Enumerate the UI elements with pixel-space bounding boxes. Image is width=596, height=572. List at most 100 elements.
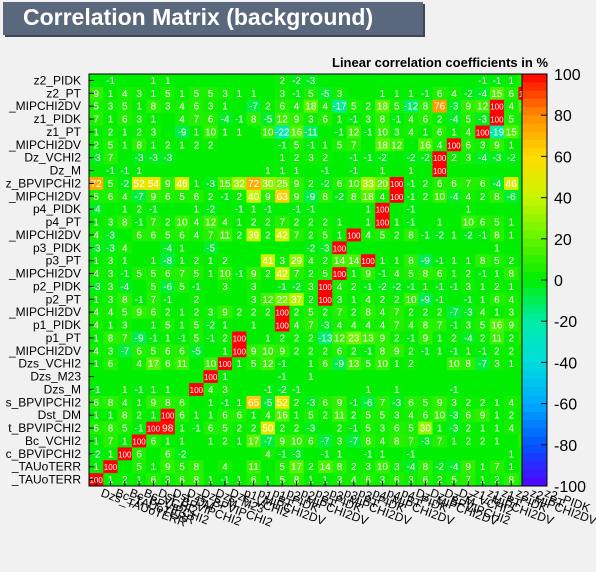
heatmap-cell [360, 370, 376, 384]
cell-value-label: 3 [451, 398, 457, 409]
cell-value-label: 3 [108, 346, 114, 357]
heatmap-cell [174, 434, 190, 448]
cell-value-label: 1 [136, 166, 142, 177]
heatmap-cell [375, 318, 390, 332]
cell-value-label: 100 [490, 103, 504, 112]
heatmap-cell [389, 215, 405, 229]
heatmap-cell [217, 344, 233, 358]
cell-value-label: 12 [262, 295, 274, 306]
cell-value-label: -2 [92, 449, 101, 460]
heatmap-cell [174, 177, 190, 191]
cell-value-label: 1 [93, 256, 99, 267]
heatmap-cell [318, 151, 333, 165]
cell-value-label: 100 [104, 463, 118, 472]
heatmap-cell [203, 151, 219, 165]
heatmap-cell [389, 189, 405, 204]
heatmap-cell [117, 357, 133, 371]
cell-value-label: 3 [337, 475, 343, 486]
heatmap-cell [289, 395, 304, 410]
cell-value-label: 100 [390, 180, 404, 189]
heatmap-cell [461, 357, 476, 371]
heatmap-cell [418, 383, 433, 397]
heatmap-cell [117, 138, 133, 152]
heatmap-cell [89, 434, 104, 448]
cell-value-label: 11 [492, 333, 503, 344]
cell-value-label: 3 [337, 89, 343, 100]
cell-value-label: 2 [466, 269, 472, 280]
cell-value-label: 2 [194, 140, 200, 151]
cell-value-label: -1 [278, 140, 287, 151]
heatmap-cell [346, 460, 362, 474]
heatmap-cell [346, 189, 362, 204]
heatmap-cell [217, 151, 233, 165]
cell-value-label: -9 [335, 359, 344, 370]
cell-value-label: 2 [380, 295, 386, 306]
cell-value-label: -1 [364, 282, 373, 293]
cell-value-label: 6 [423, 115, 429, 126]
colorbar-band [522, 222, 547, 231]
heatmap-cell [318, 86, 333, 101]
heatmap-cell [217, 318, 233, 332]
heatmap-cell [389, 202, 405, 216]
heatmap-cell [217, 215, 233, 229]
cell-value-label: -3 [106, 243, 115, 254]
cell-value-label: 9 [365, 269, 371, 280]
heatmap-cell [346, 112, 362, 126]
heatmap-cell [461, 125, 476, 139]
cell-value-label: 1 [308, 475, 314, 486]
cell-value-label: 6 [279, 102, 285, 113]
cell-value-label: 6 [337, 179, 343, 190]
cell-value-label: 9 [466, 102, 472, 113]
row-label: _MIPCHI2DV [8, 344, 81, 358]
cell-value-label: -11 [304, 127, 318, 138]
heatmap-cell [246, 215, 262, 229]
heatmap-cell [260, 383, 276, 397]
heatmap-cell [160, 383, 176, 397]
heatmap-cell [189, 331, 204, 345]
cell-value-label: 1 [93, 333, 99, 344]
heatmap-cell [418, 305, 433, 319]
heatmap-cell [203, 86, 219, 101]
cell-value-label: -1 [278, 282, 287, 293]
heatmap-cell [461, 254, 476, 268]
cell-value-label: 5 [365, 424, 371, 435]
cell-value-label: 1 [322, 475, 328, 486]
cell-value-label: 1 [179, 436, 185, 447]
cell-value-label: -3 [464, 308, 473, 319]
cell-value-label: 6 [151, 308, 157, 319]
heatmap-cell [389, 138, 405, 152]
cell-value-label: -4 [450, 192, 459, 203]
cell-value-label: 6 [237, 411, 243, 422]
cell-value-label: 6 [322, 398, 328, 409]
cell-value-label: 6 [437, 269, 443, 280]
cell-value-label: 7 [294, 269, 300, 280]
cell-value-label: 100 [347, 231, 361, 240]
heatmap-cell [432, 151, 448, 165]
heatmap-cell [375, 177, 390, 191]
cell-value-label: 11 [334, 411, 345, 422]
cell-value-label: 72 [248, 179, 260, 190]
heatmap-cell [174, 357, 190, 371]
row-label: Dzs_VCHI2 [18, 357, 81, 371]
heatmap-cell [174, 460, 190, 474]
cell-value-label: 8 [108, 424, 114, 435]
heatmap-cell [260, 395, 276, 410]
cell-value-label: 4 [265, 449, 271, 460]
heatmap-cell [260, 421, 276, 435]
heatmap-cell [246, 86, 262, 101]
heatmap-cell [260, 473, 276, 487]
heatmap-cell [461, 164, 476, 178]
heatmap-cell [303, 447, 319, 461]
cell-value-label: 1 [308, 372, 314, 383]
cell-value-label: 6 [194, 192, 200, 203]
cell-value-label: 1 [294, 166, 300, 177]
heatmap-cell [260, 434, 276, 448]
cell-value-label: 8 [423, 269, 429, 280]
heatmap-cell [289, 74, 304, 88]
cell-value-label: 1 [122, 140, 128, 151]
cell-value-label: 1 [365, 205, 371, 216]
cell-value-label: 9 [251, 269, 257, 280]
heatmap-cell [461, 74, 476, 88]
heatmap-cell [360, 434, 376, 448]
cell-value-label: 3 [308, 153, 314, 164]
